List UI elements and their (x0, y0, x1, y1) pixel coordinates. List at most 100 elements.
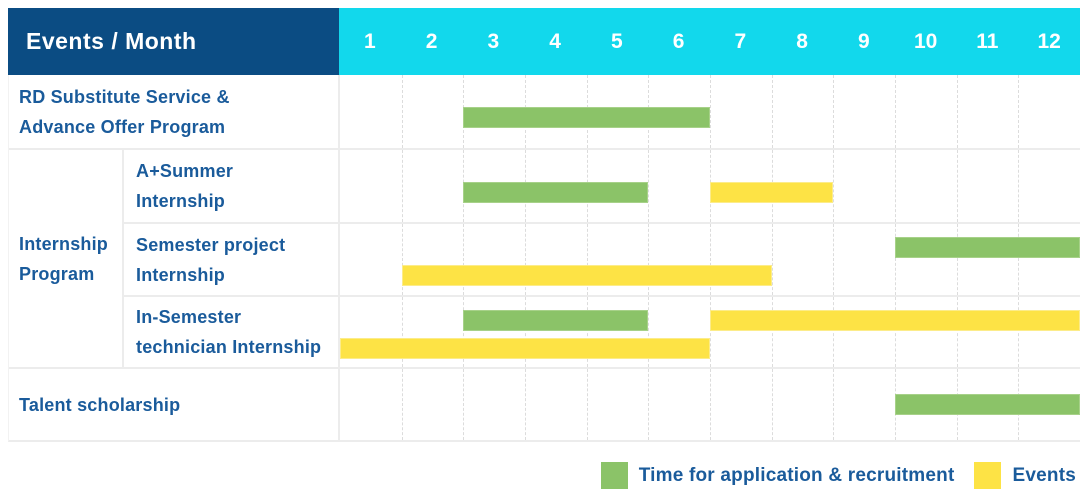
month-gridline (525, 296, 526, 368)
month-header-12: 12 (1037, 29, 1061, 53)
row-chart-area (340, 75, 1080, 148)
gantt-bar-yellow (710, 182, 834, 203)
month-gridline (895, 224, 896, 295)
month-gridline (895, 75, 896, 148)
month-header-3: 3 (487, 29, 500, 53)
events-table: Events / Month 1 2 3 4 5 6 7 8 9 10 11 12 RD Substi… (8, 8, 1080, 442)
month-gridline (833, 296, 835, 368)
events-month-header: Events / Month (8, 8, 339, 75)
gantt-bar-yellow (401, 265, 772, 287)
month-gridline (833, 150, 835, 223)
month-gridline (710, 75, 711, 148)
gantt-bar-green (463, 309, 649, 331)
month-gridline (956, 75, 958, 148)
month-header-1: 1 (364, 29, 376, 53)
month-gridline (771, 75, 773, 148)
month-gridline (401, 369, 403, 440)
month-gridline (648, 369, 650, 440)
month-gridline (895, 296, 896, 368)
month-header-7: 7 (734, 29, 747, 53)
subrow-label-text: technician Internship (136, 336, 322, 357)
group-subrows: A+Summer Internship Semester project Intern… (124, 150, 1080, 368)
month-gridline (463, 296, 465, 368)
month-gridline (956, 150, 958, 223)
month-header-11: 11 (976, 29, 999, 53)
row-chart-area (340, 369, 1080, 440)
row-label-text: Talent scholarship (19, 394, 181, 415)
gantt-bar-yellow (710, 309, 1080, 331)
month-gridline (401, 296, 403, 368)
subrow-label: In-Semester technician Internship (124, 296, 340, 368)
gantt-bar-green (463, 182, 649, 203)
month-gridline (771, 369, 773, 440)
legend-label: Events (1012, 464, 1076, 486)
gantt-bar-green (895, 394, 1080, 415)
month-header-strip: 1 2 3 4 5 6 7 8 9 10 11 12 (339, 8, 1080, 75)
table-header-row: Events / Month 1 2 3 4 5 6 7 8 9 10 11 12 (8, 8, 1080, 75)
legend-item-green: Time for application & recruitment (600, 462, 955, 489)
month-gridline (833, 75, 835, 148)
subrow-label: Semester project Internship (124, 224, 340, 295)
table-row: RD Substitute Service & Advance Offer Pro… (9, 75, 1080, 148)
group-row-label: Internship Program (9, 150, 124, 367)
month-gridline (710, 224, 711, 295)
month-gridline (586, 369, 588, 440)
month-gridline (833, 369, 835, 440)
month-header-8: 8 (796, 29, 808, 53)
month-header-6: 6 (672, 29, 685, 53)
subrow-label: A+Summer Internship (124, 150, 340, 223)
row-label: Talent scholarship (9, 369, 340, 440)
month-gridline (463, 224, 465, 295)
month-gridline (956, 296, 958, 368)
month-gridline (771, 296, 773, 368)
month-gridline (401, 75, 403, 148)
subrow-label-text: In-Semester (136, 306, 242, 327)
group-label-text: Internship (19, 233, 109, 254)
month-gridline (710, 369, 711, 440)
table-subrow: In-Semester technician Internship (124, 294, 1080, 368)
month-gridline (1018, 224, 1020, 295)
subrow-label-text: Semester project (136, 234, 286, 255)
subrow-label-text: Internship (136, 191, 226, 212)
month-header-10: 10 (913, 29, 938, 53)
month-gridline (771, 224, 773, 295)
month-header-4: 4 (549, 29, 561, 53)
legend: Time for application & recruitment Events (600, 462, 1076, 489)
month-gridline (1018, 296, 1020, 368)
month-header-9: 9 (858, 29, 870, 53)
subrow-chart-area (340, 296, 1080, 368)
group-label-text: Program (19, 263, 95, 284)
month-gridline (525, 369, 526, 440)
month-header-2: 2 (425, 29, 438, 53)
gantt-bar-green (463, 107, 710, 128)
month-gridline (401, 150, 403, 223)
month-gridline (463, 369, 465, 440)
table-row: Talent scholarship (9, 367, 1080, 440)
month-gridline (1018, 150, 1020, 223)
month-gridline (648, 150, 650, 223)
legend-item-yellow: Events (974, 462, 1076, 489)
subrow-label-text: A+Summer (136, 161, 234, 182)
table-body: RD Substitute Service & Advance Offer Pro… (8, 75, 1080, 442)
legend-label: Time for application & recruitment (638, 464, 955, 486)
month-gridline (895, 150, 896, 223)
gantt-bar-green (895, 237, 1080, 259)
subrow-chart-area (340, 150, 1080, 223)
table-subrow: Semester project Internship (124, 222, 1080, 295)
row-label-text: Advance Offer Program (19, 116, 226, 137)
table-subrow: A+Summer Internship (124, 150, 1080, 223)
month-gridline (956, 224, 958, 295)
month-gridline (833, 224, 835, 295)
month-gridline (401, 224, 403, 295)
gantt-bar-yellow (340, 337, 710, 359)
row-label: RD Substitute Service & Advance Offer Pro… (9, 75, 340, 148)
subrow-label-text: Internship (136, 264, 226, 285)
month-gridline (586, 296, 588, 368)
row-label-text: RD Substitute Service & (19, 86, 230, 107)
month-gridline (586, 224, 588, 295)
subrow-chart-area (340, 224, 1080, 295)
legend-swatch-yellow-icon (974, 462, 1002, 489)
month-gridline (648, 224, 650, 295)
month-gridline (648, 296, 650, 368)
